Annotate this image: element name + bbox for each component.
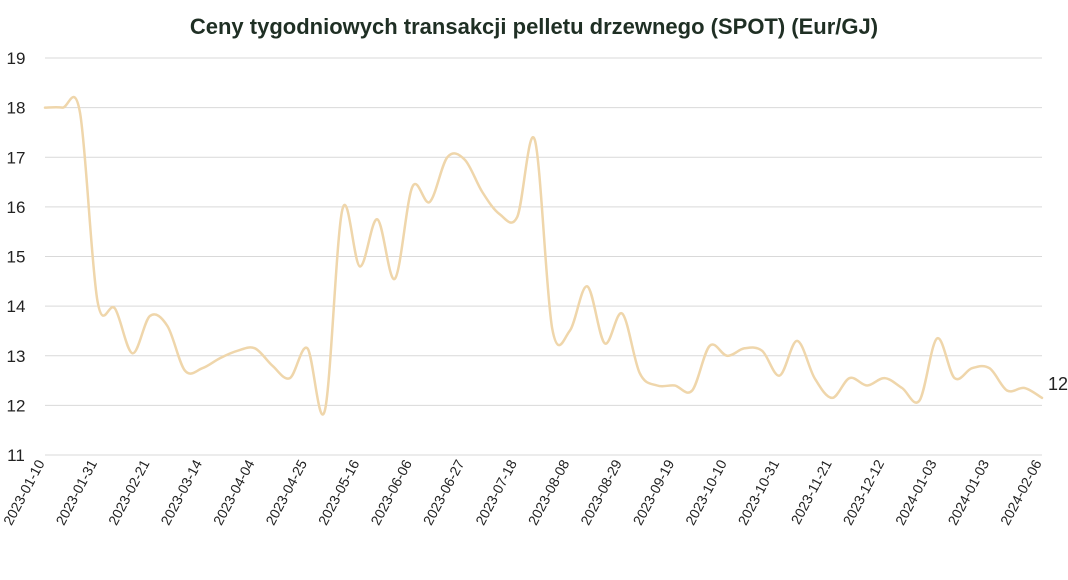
x-tick-label: 2023-01-10 [0, 457, 48, 528]
x-tick-label: 2023-06-27 [420, 457, 468, 528]
x-tick-label: 2023-11-21 [787, 457, 834, 527]
last-value-label: 12 [1048, 374, 1068, 394]
x-tick-label: 2023-04-04 [210, 457, 258, 528]
y-tick-label: 19 [7, 49, 26, 68]
y-tick-label: 12 [7, 396, 26, 415]
y-tick-label: 13 [7, 347, 26, 366]
x-tick-label: 2023-01-31 [52, 457, 100, 528]
y-tick-label: 18 [7, 99, 26, 118]
x-tick-label: 2023-12-12 [839, 457, 887, 528]
y-tick-label: 15 [7, 248, 26, 267]
x-tick-label: 2023-08-08 [525, 457, 573, 528]
y-tick-label: 14 [7, 297, 26, 316]
x-tick-label: 2023-02-21 [105, 457, 153, 528]
x-tick-label: 2023-07-18 [472, 457, 520, 528]
x-tick-label: 2024-01-03 [892, 457, 940, 528]
x-tick-label: 2023-10-10 [682, 457, 730, 528]
chart-title: Ceny tygodniowych transakcji pelletu drz… [189, 14, 879, 39]
x-tick-label: 2024-02-06 [997, 457, 1045, 528]
x-tick-label: 2023-04-25 [262, 457, 310, 528]
y-tick-label: 11 [7, 446, 25, 465]
x-tick-label: 2023-10-31 [735, 457, 783, 528]
x-tick-label: 2024-01-03 [944, 457, 992, 528]
x-tick-label: 2023-05-16 [315, 457, 363, 528]
x-tick-label: 2023-03-14 [157, 457, 205, 528]
y-tick-label: 16 [7, 198, 26, 217]
x-tick-label: 2023-08-29 [577, 457, 625, 528]
y-tick-label: 17 [7, 148, 26, 167]
series-line [43, 95, 1044, 416]
x-tick-label: 2023-06-06 [367, 457, 415, 528]
x-tick-label: 2023-09-19 [630, 457, 678, 528]
